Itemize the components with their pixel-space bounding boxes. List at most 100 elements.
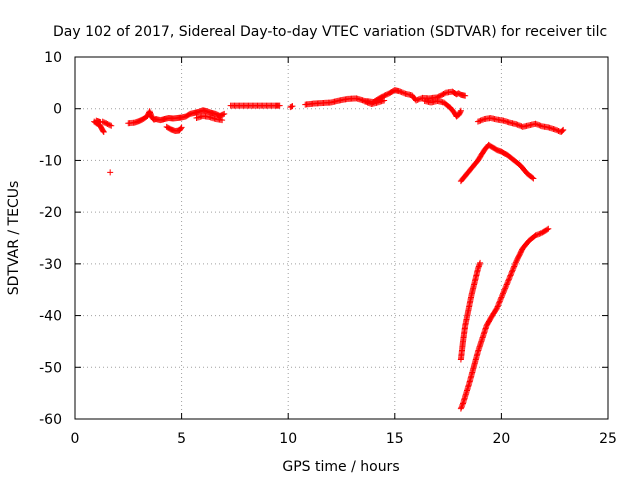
- grid: [75, 57, 608, 419]
- data-point: [515, 122, 522, 129]
- data-point: [560, 126, 567, 133]
- data-point: [502, 285, 509, 292]
- data-point: [276, 102, 283, 109]
- data-point: [457, 405, 464, 412]
- x-tick-label: 5: [177, 431, 186, 447]
- data-point: [365, 100, 372, 107]
- plot-frame: [74, 56, 609, 420]
- data-point: [397, 88, 404, 95]
- data-point: [510, 264, 517, 271]
- data-point: [536, 122, 543, 129]
- data-point: [289, 103, 296, 110]
- data-point: [545, 225, 552, 232]
- y-tick-label: -10: [39, 153, 62, 169]
- x-axis-label: GPS time / hours: [282, 459, 399, 475]
- data-point: [398, 89, 405, 96]
- data-point: [458, 404, 465, 411]
- data-point: [533, 121, 540, 128]
- data-point: [457, 107, 464, 114]
- data-point: [108, 122, 115, 129]
- data-point: [477, 259, 484, 266]
- data-point: [535, 121, 542, 128]
- data-point: [502, 284, 509, 291]
- data-point: [177, 125, 184, 132]
- data-point: [508, 269, 515, 276]
- data-point: [415, 96, 422, 103]
- data-point: [536, 230, 543, 237]
- data-point: [509, 268, 516, 275]
- data-point: [462, 92, 469, 99]
- y-tick-label: -40: [39, 309, 62, 325]
- data-point: [499, 291, 506, 298]
- data-point: [504, 280, 511, 287]
- data-point: [480, 116, 487, 123]
- data-point: [219, 117, 226, 124]
- data-point: [552, 126, 559, 133]
- data-point: [494, 304, 501, 311]
- x-tick-label: 20: [492, 431, 510, 447]
- data-point: [558, 128, 565, 135]
- data-point: [544, 226, 551, 233]
- data-point: [551, 126, 558, 133]
- data-point: [537, 122, 544, 129]
- data-point: [401, 90, 408, 97]
- data-point: [399, 89, 406, 96]
- data-point: [507, 272, 514, 279]
- data-point: [559, 127, 566, 134]
- data-point: [478, 117, 485, 124]
- data-point: [517, 122, 524, 129]
- data-points: [91, 87, 567, 412]
- data-point: [500, 289, 507, 296]
- data-point: [413, 97, 420, 104]
- data-point: [361, 98, 368, 105]
- data-point: [498, 294, 505, 301]
- data-point: [459, 401, 466, 408]
- y-tick-label: -20: [39, 205, 62, 221]
- data-point: [497, 297, 504, 304]
- data-point: [506, 275, 513, 282]
- data-point: [511, 263, 518, 270]
- data-point: [364, 99, 371, 106]
- data-point: [509, 267, 516, 274]
- data-point: [396, 88, 403, 95]
- data-point: [506, 273, 513, 280]
- data-point: [416, 95, 423, 102]
- y-tick-label: -50: [39, 360, 62, 376]
- data-point: [505, 277, 512, 284]
- y-tick-label: 10: [44, 50, 62, 66]
- data-point: [476, 118, 483, 125]
- data-point: [495, 302, 502, 309]
- axis-ticks: [74, 56, 609, 420]
- data-point: [535, 231, 542, 238]
- data-point: [529, 174, 536, 181]
- chart-title: Day 102 of 2017, Sidereal Day-to-day VTE…: [53, 24, 607, 40]
- x-tick-label: 10: [279, 431, 297, 447]
- data-point: [499, 290, 506, 297]
- data-point: [554, 127, 561, 134]
- data-point: [495, 300, 502, 307]
- y-tick-label: -60: [39, 412, 62, 428]
- data-point: [363, 98, 370, 105]
- data-point: [100, 128, 107, 135]
- data-point: [494, 303, 501, 310]
- data-point: [497, 295, 504, 302]
- data-point: [496, 299, 503, 306]
- data-point: [474, 118, 481, 125]
- data-point: [511, 262, 518, 269]
- data-point: [381, 97, 388, 104]
- y-axis-label: SDTVAR / TECUs: [6, 181, 22, 296]
- x-tick-label: 0: [71, 431, 80, 447]
- data-point: [510, 266, 517, 273]
- data-point: [532, 120, 539, 127]
- data-point: [220, 111, 227, 118]
- data-point: [533, 231, 540, 238]
- data-point: [477, 117, 484, 124]
- data-point: [501, 286, 508, 293]
- data-point: [503, 281, 510, 288]
- data-point: [221, 110, 228, 117]
- data-point: [503, 282, 510, 289]
- data-point: [178, 124, 185, 131]
- y-tick-labels: -60 -50 -40 -30 -20 -10 0 10: [39, 50, 62, 428]
- data-point: [496, 298, 503, 305]
